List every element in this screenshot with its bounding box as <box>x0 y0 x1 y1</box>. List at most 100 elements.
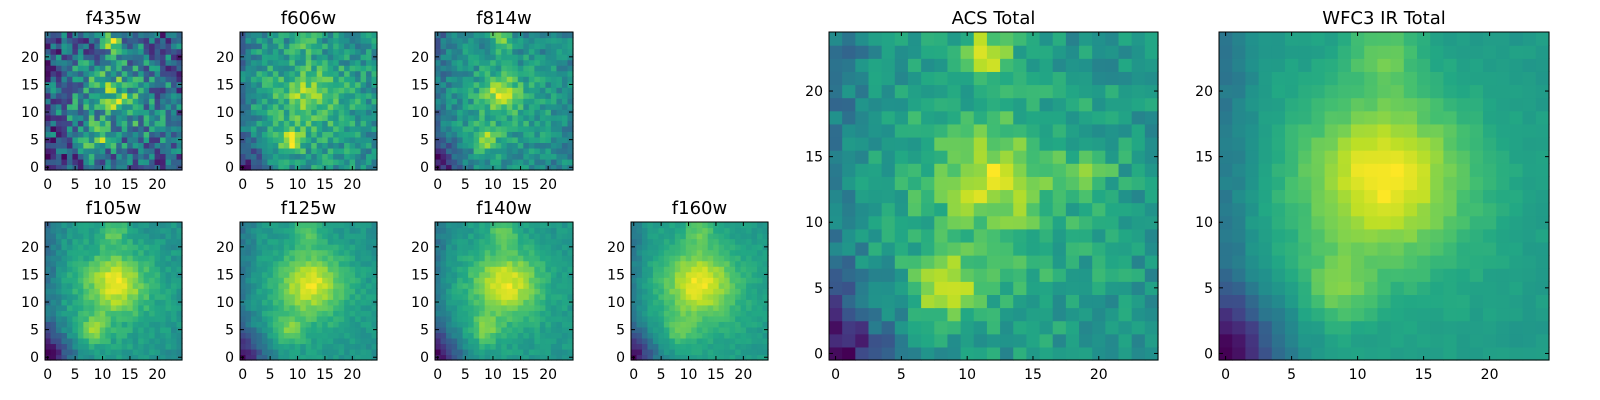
heatmap-cell <box>462 244 469 251</box>
heatmap-cell <box>333 142 340 149</box>
heatmap-cell <box>171 233 178 240</box>
heatmap-cell <box>176 310 183 317</box>
heatmap-cell <box>528 153 535 160</box>
heatmap-cell <box>83 48 90 55</box>
x-tick-label: 0 <box>238 367 247 383</box>
heatmap-cell <box>366 233 373 240</box>
heatmap-cell <box>316 321 323 328</box>
heatmap-cell <box>746 227 753 234</box>
heatmap-cell <box>528 260 535 267</box>
heatmap-cell <box>473 65 480 72</box>
heatmap-cell <box>435 43 442 50</box>
heatmap-cell <box>490 65 497 72</box>
heatmap-cell <box>366 142 373 149</box>
heatmap-cell <box>435 48 442 55</box>
heatmap-cell <box>685 271 692 278</box>
heatmap-cell <box>322 293 329 300</box>
heatmap-cell <box>523 293 530 300</box>
heatmap-cell <box>479 54 486 61</box>
heatmap-cell <box>934 268 949 282</box>
heatmap-cell <box>83 81 90 88</box>
heatmap-cell <box>484 153 491 160</box>
heatmap-cell <box>138 32 145 39</box>
heatmap-cell <box>479 59 486 66</box>
heatmap-cell <box>261 348 268 356</box>
heatmap-cell <box>333 343 340 350</box>
heatmap-cell <box>349 158 356 166</box>
heatmap-cell <box>322 266 329 273</box>
heatmap-cell <box>1039 307 1054 322</box>
heatmap-cell <box>462 227 469 234</box>
heatmap-cell <box>338 337 345 345</box>
heatmap-cell <box>83 65 90 72</box>
heatmap-cell <box>556 136 563 143</box>
heatmap-cell <box>973 333 988 348</box>
heatmap-cell <box>278 131 285 138</box>
heatmap-cell <box>550 48 558 55</box>
heatmap-cell <box>484 59 491 66</box>
heatmap-cell <box>894 202 909 217</box>
heatmap-cell <box>333 277 340 284</box>
heatmap-cell <box>735 271 742 278</box>
heatmap-cell <box>171 54 178 61</box>
heatmap-cell <box>446 153 453 160</box>
heatmap-cell <box>105 326 112 333</box>
heatmap-cell <box>256 238 263 245</box>
heatmap-cell <box>842 255 856 269</box>
heatmap-cell <box>506 142 513 149</box>
heatmap-cell <box>658 244 665 251</box>
heatmap-cell <box>127 81 134 88</box>
heatmap-cell <box>55 59 63 66</box>
heatmap-cell <box>316 332 323 339</box>
heatmap-cell <box>333 326 340 333</box>
heatmap-cell <box>371 37 378 44</box>
heatmap-cell <box>250 348 258 356</box>
heatmap-cell <box>451 103 458 110</box>
heatmap-cell <box>545 266 552 273</box>
heatmap-cell <box>171 164 178 171</box>
heatmap-cell <box>250 255 258 262</box>
heatmap-cell <box>88 222 95 229</box>
heatmap-cell <box>83 332 90 339</box>
panel-title: f125w <box>281 198 336 219</box>
heatmap-cell <box>495 98 502 105</box>
heatmap-cell <box>451 48 458 55</box>
heatmap-cell <box>165 266 172 273</box>
heatmap-cell <box>652 343 659 350</box>
heatmap-cell <box>696 238 703 245</box>
heatmap-cell <box>165 65 172 72</box>
heatmap-cell <box>105 48 112 55</box>
heatmap-cell <box>1013 189 1027 204</box>
heatmap-cell <box>534 54 541 61</box>
heatmap-cell <box>973 346 988 361</box>
heatmap-cell <box>132 131 139 138</box>
heatmap-cell <box>294 81 301 88</box>
heatmap-cell <box>77 147 84 155</box>
heatmap-cell <box>110 142 117 149</box>
heatmap-cell <box>289 81 296 88</box>
heatmap-cell <box>473 293 480 300</box>
heatmap-cell <box>322 131 329 138</box>
heatmap-cell <box>272 238 279 245</box>
heatmap-cell <box>762 277 769 284</box>
heatmap-cell <box>338 32 345 39</box>
heatmap-cell <box>349 48 356 55</box>
heatmap-cell <box>960 281 975 295</box>
heatmap-cell <box>986 228 1001 243</box>
heatmap-cell <box>484 343 491 350</box>
heatmap-cell <box>523 81 530 88</box>
heatmap-cell <box>278 304 285 311</box>
heatmap-cell <box>462 299 469 306</box>
heatmap-cell <box>440 37 447 44</box>
heatmap-cell <box>757 343 764 350</box>
heatmap-cell <box>245 222 252 229</box>
heatmap-cell <box>366 65 373 72</box>
heatmap-cell <box>94 343 101 350</box>
heatmap-cell <box>468 125 475 132</box>
heatmap-cell <box>512 244 519 251</box>
heatmap-cell <box>457 233 464 240</box>
heatmap-cell <box>539 48 546 55</box>
heatmap-cell <box>658 233 665 240</box>
heatmap-cell <box>311 238 318 245</box>
heatmap-cell <box>495 153 502 160</box>
